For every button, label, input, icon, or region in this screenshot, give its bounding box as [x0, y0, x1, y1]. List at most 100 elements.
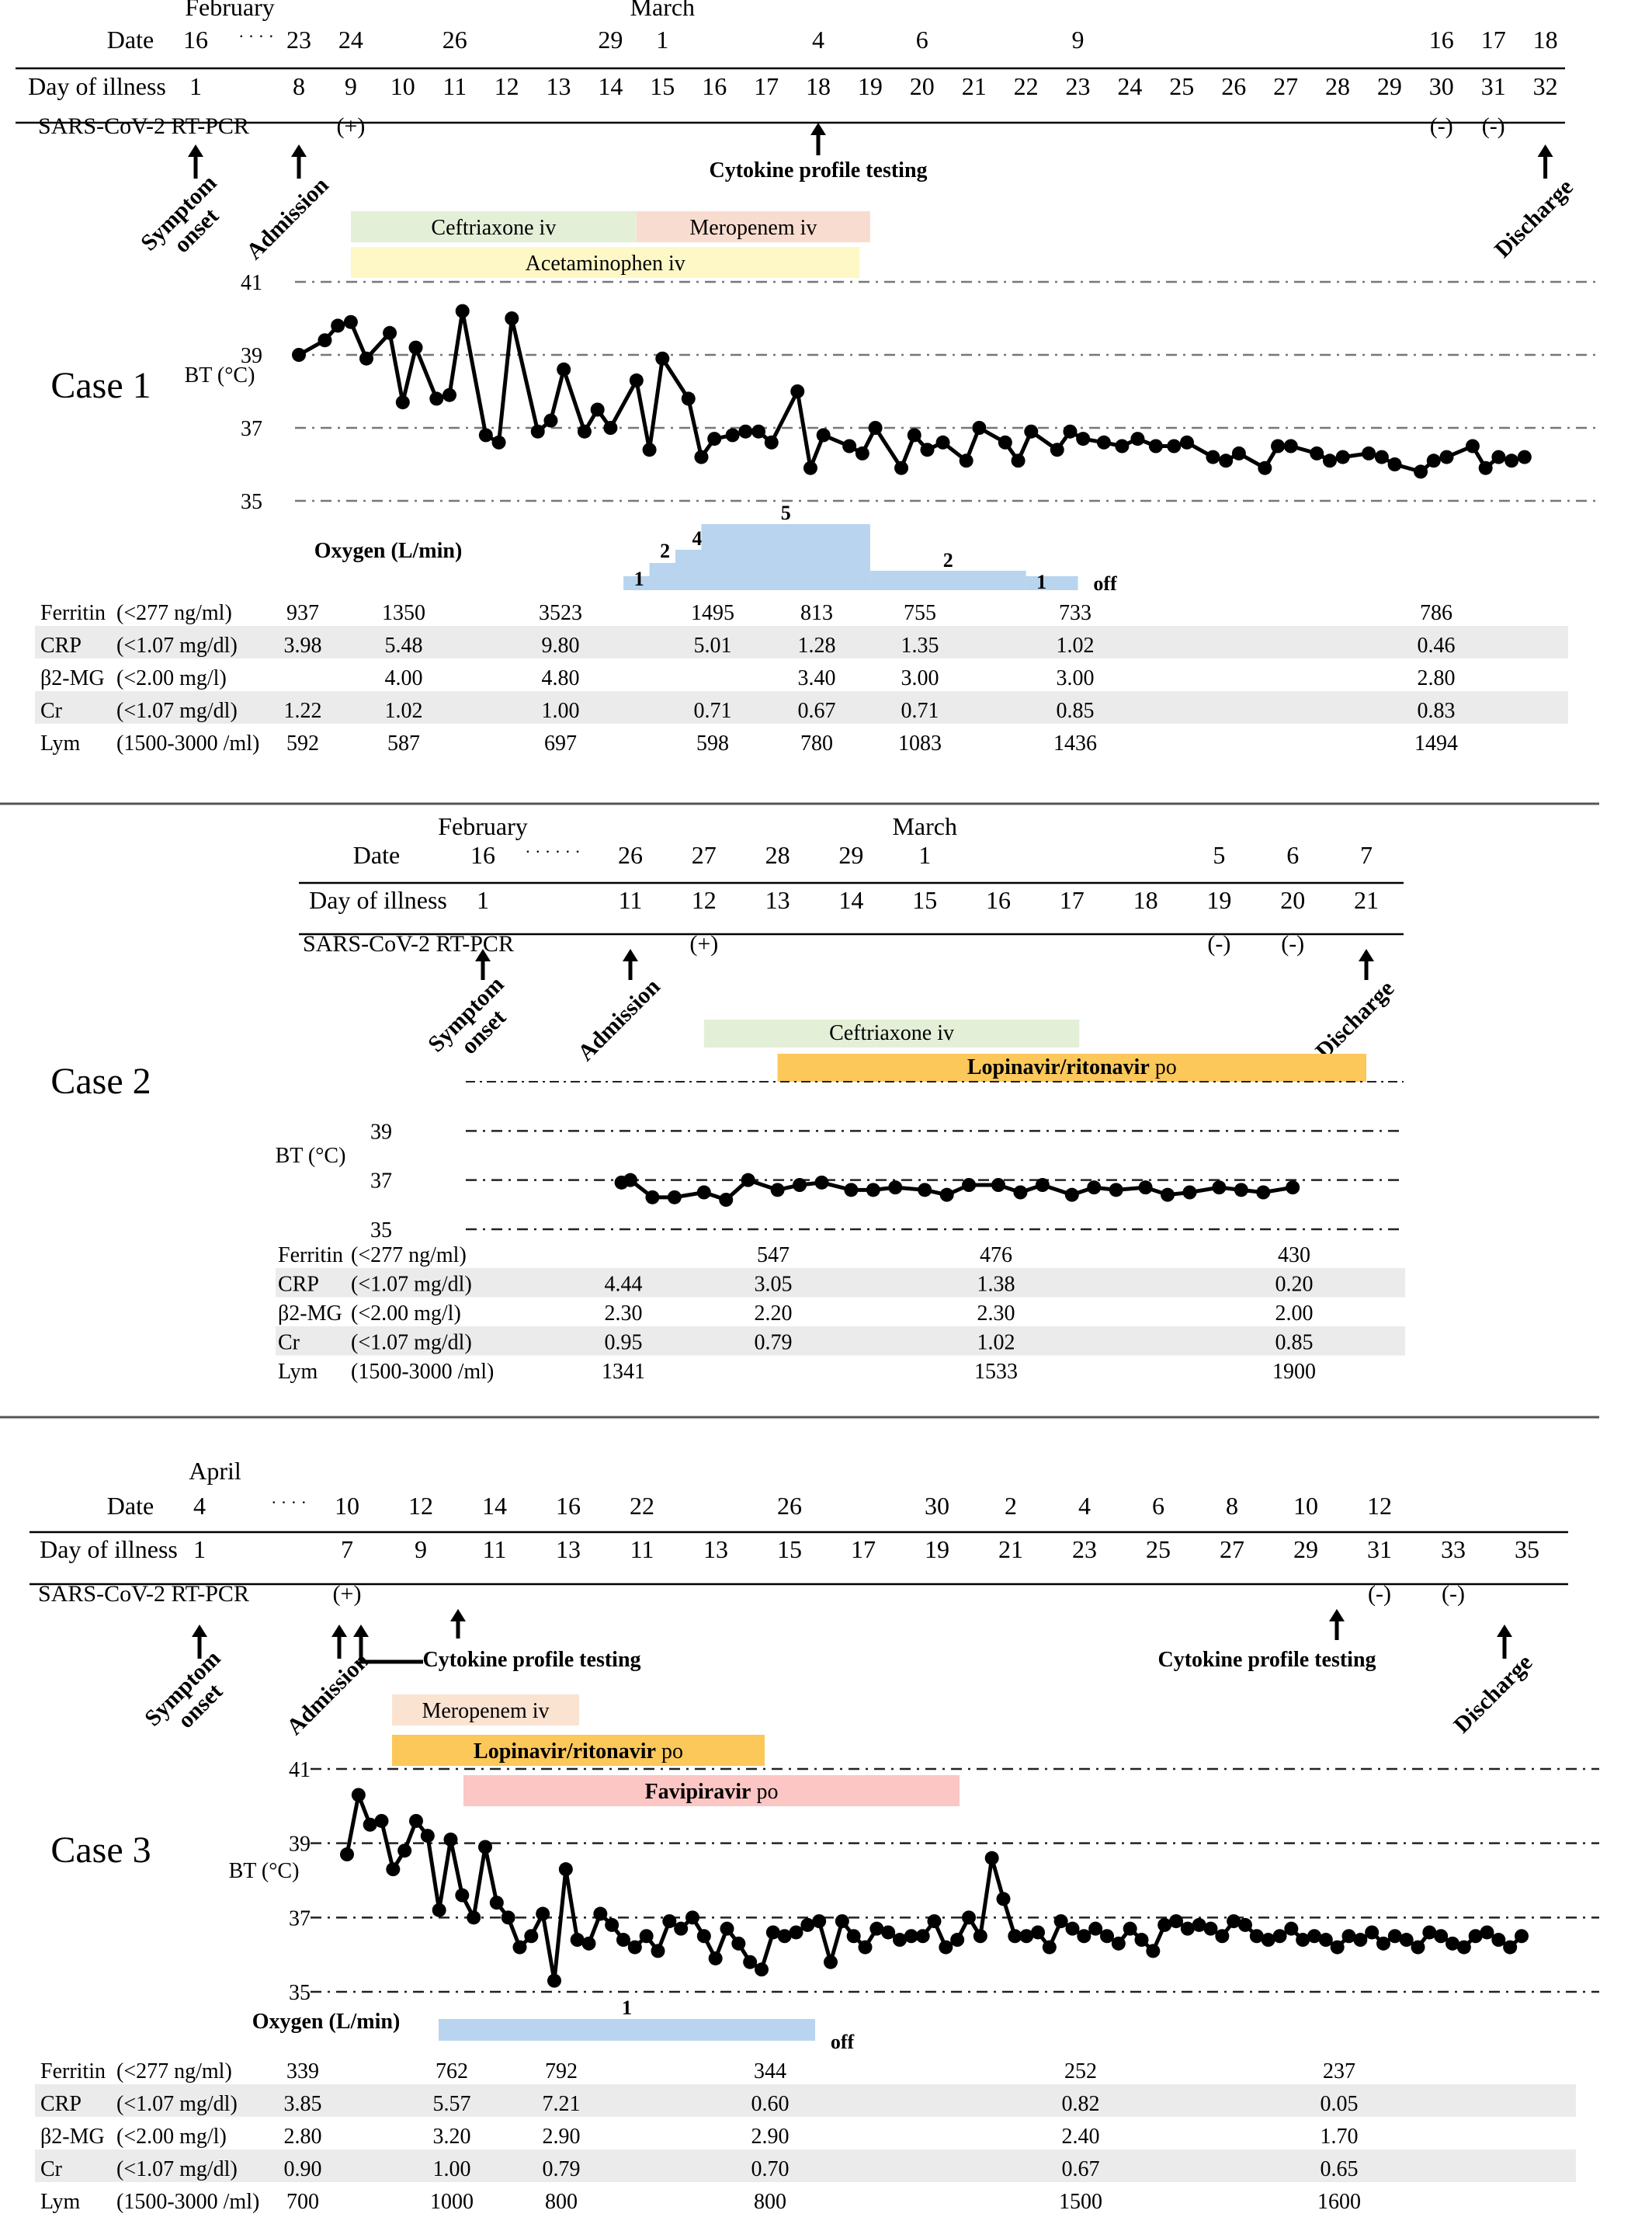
bt-point [1491, 450, 1506, 464]
event-arrow [623, 949, 638, 980]
bt-point [1456, 1940, 1471, 1955]
lab-value: 1083 [898, 731, 942, 756]
bt-point [645, 1190, 660, 1204]
bt-point [719, 1193, 734, 1207]
bt-point [1376, 1936, 1390, 1951]
bt-point [1111, 1936, 1126, 1951]
arrow-head [188, 144, 203, 157]
bt-series-line [297, 309, 1525, 474]
drug-bar [392, 1735, 765, 1766]
drug-name-bold: Lopinavir/ritonavir [474, 1739, 656, 1764]
bt-point [1322, 453, 1337, 468]
oxygen-bar [675, 550, 702, 590]
bt-tick-label: 37 [289, 1906, 311, 1930]
bt-point [627, 1940, 642, 1955]
day-tick-label: 18 [1133, 886, 1158, 914]
lab-value: 4.80 [542, 666, 580, 690]
bt-point [1446, 1936, 1459, 1951]
lab-value: 0.71 [694, 699, 732, 723]
day-tick-label: 25 [1146, 1535, 1171, 1563]
bt-point [1480, 1925, 1494, 1940]
oxygen-value: 5 [781, 502, 791, 524]
day-tick-label: 21 [998, 1535, 1023, 1563]
day-tick-label: 20 [1280, 886, 1305, 914]
bt-point [318, 333, 332, 348]
lab-name: Cr [40, 699, 63, 723]
lab-value: 813 [800, 601, 833, 625]
drug-label: Acetaminophen iv [526, 252, 685, 276]
bt-point [1024, 424, 1039, 439]
pcr-result: (-) [1482, 113, 1505, 139]
bt-point [616, 1933, 630, 1948]
lab-value: 339 [286, 2059, 319, 2083]
day-tick-label: 31 [1367, 1535, 1392, 1563]
drug-route: po [751, 1780, 778, 1804]
bt-point [816, 428, 831, 443]
bt-point [1249, 1929, 1264, 1944]
date-tick-label: 9 [1072, 26, 1085, 54]
bt-point [605, 1917, 620, 1932]
bt-point [674, 1921, 689, 1936]
lab-value: 0.60 [751, 2092, 790, 2116]
bt-point [789, 1925, 803, 1940]
lab-value: 237 [1323, 2059, 1355, 2083]
day-tick-label: 29 [1293, 1535, 1318, 1563]
bt-point [855, 446, 869, 460]
date-tick-label: 16 [1429, 26, 1454, 54]
bt-point [962, 1178, 977, 1192]
lab-value: 1.70 [1321, 2125, 1359, 2149]
day-tick-label: 19 [858, 72, 883, 100]
bt-point [996, 1892, 1011, 1906]
lab-value: 1.00 [542, 699, 580, 723]
bt-point [1011, 453, 1026, 468]
oxygen-bar [701, 524, 870, 590]
oxygen-bar [649, 563, 676, 590]
bt-point [755, 1962, 769, 1977]
bt-point [1503, 1940, 1518, 1955]
lab-value: 1900 [1272, 1360, 1316, 1384]
lab-name: CRP [40, 634, 82, 658]
lab-value: 2.40 [1062, 2125, 1100, 2149]
arrow-head [1497, 1625, 1512, 1637]
bt-point [1414, 464, 1428, 479]
bt-point [694, 450, 709, 464]
bt-point [1008, 1929, 1022, 1944]
day-tick-label: 22 [1014, 72, 1039, 100]
arrow-head [475, 949, 491, 961]
day-tick-label: 16 [986, 886, 1011, 914]
lab-value: 0.65 [1321, 2157, 1359, 2181]
date-header: Date [353, 841, 400, 869]
day-tick-label: 13 [556, 1535, 581, 1563]
bt-point [429, 391, 444, 406]
lab-value: 697 [544, 731, 577, 756]
day-tick-label: 35 [1515, 1535, 1539, 1563]
lab-reference-range: (1500-3000 /ml) [116, 2190, 259, 2214]
day-tick-label: 15 [912, 886, 937, 914]
lab-row-shade [276, 1268, 1405, 1298]
drug-bar [350, 247, 860, 278]
date-tick-label: 16 [183, 26, 208, 54]
day-tick-label: 27 [1273, 72, 1298, 100]
bt-point [973, 1929, 987, 1944]
section-separators [0, 802, 1599, 1419]
lab-name: Lym [40, 731, 81, 756]
lab-value: 4.44 [605, 1273, 643, 1297]
bt-point [824, 1955, 838, 1969]
bt-point [1296, 1933, 1310, 1948]
bt-point [935, 435, 950, 450]
drug-label: Lopinavir/ritonavir po [967, 1055, 1177, 1079]
bt-point [1019, 1929, 1034, 1944]
bt-point [1491, 1933, 1506, 1948]
day-tick-label: 15 [777, 1535, 802, 1563]
day-tick-label: 7 [341, 1535, 353, 1563]
bt-point [1157, 1917, 1172, 1932]
arrow-head [353, 1625, 369, 1637]
bt-point [927, 1914, 942, 1929]
bt-point [397, 1843, 412, 1858]
lab-name: β2-MG [278, 1301, 342, 1326]
lab-value: 1350 [382, 601, 425, 625]
arrow-head [810, 123, 826, 135]
date-tick-label: 28 [765, 841, 790, 869]
bt-point [1365, 1925, 1380, 1940]
bt-point [696, 1185, 711, 1200]
